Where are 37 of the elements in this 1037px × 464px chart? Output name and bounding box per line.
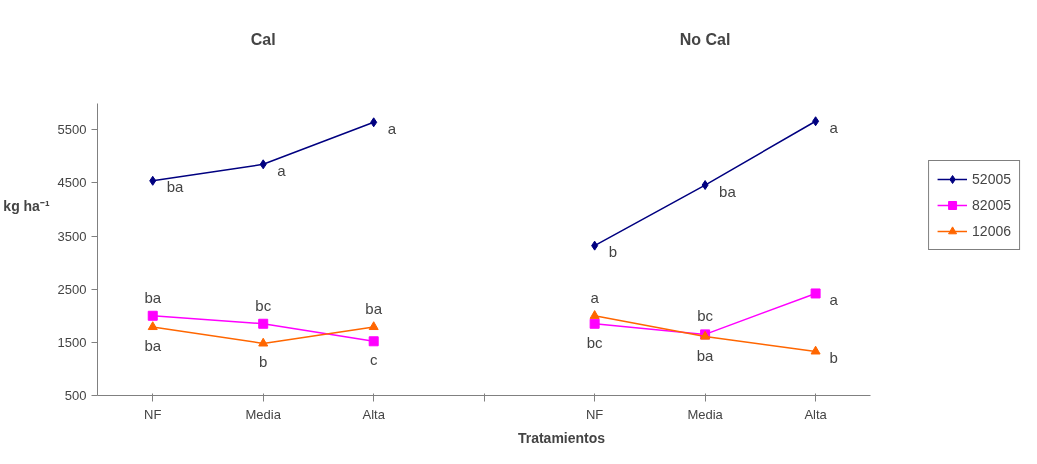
data-label: ba [166, 178, 185, 196]
legend-label: 12006 [972, 223, 1011, 239]
y-tick-label: 1500 [57, 334, 87, 350]
x-tick-label: NF [585, 406, 604, 422]
x-tick-label: Alta [804, 406, 828, 422]
data-label: bc [255, 296, 272, 314]
data-label: b [259, 353, 268, 371]
y-tick-label: 4500 [57, 175, 87, 191]
data-label: b [608, 243, 617, 261]
data-label: a [387, 119, 397, 137]
x-tick-label: Media [687, 406, 724, 422]
data-label: bc [697, 307, 714, 325]
data-label: bc [586, 333, 604, 351]
y-tick-label: 5500 [57, 122, 87, 138]
legend-label: 52005 [972, 171, 1011, 187]
data-label: c [369, 351, 378, 369]
data-label: ba [719, 182, 737, 200]
y-axis-title: kg ha⁻¹ [3, 197, 50, 214]
data-label: ba [696, 346, 715, 364]
y-tick-label: 2500 [57, 281, 87, 297]
data-label: a [829, 290, 839, 308]
x-axis-title: Tratamientos [517, 429, 606, 446]
y-tick-label: 500 [64, 388, 87, 403]
data-label: a [590, 288, 600, 306]
x-tick-label: NF [144, 406, 162, 422]
text: Cal [250, 31, 276, 49]
y-tick-label: 3500 [57, 228, 87, 244]
data-label: a [829, 118, 839, 136]
text: No Cal [679, 31, 731, 49]
data-label: ba [365, 299, 383, 317]
x-tick-label: Media [245, 406, 282, 422]
data-label: b [829, 348, 838, 366]
data-label: ba [144, 288, 162, 306]
x-tick-label: Alta [362, 406, 386, 422]
data-label: ba [144, 336, 162, 354]
legend-label: 82005 [972, 197, 1011, 213]
data-label: a [277, 161, 287, 179]
